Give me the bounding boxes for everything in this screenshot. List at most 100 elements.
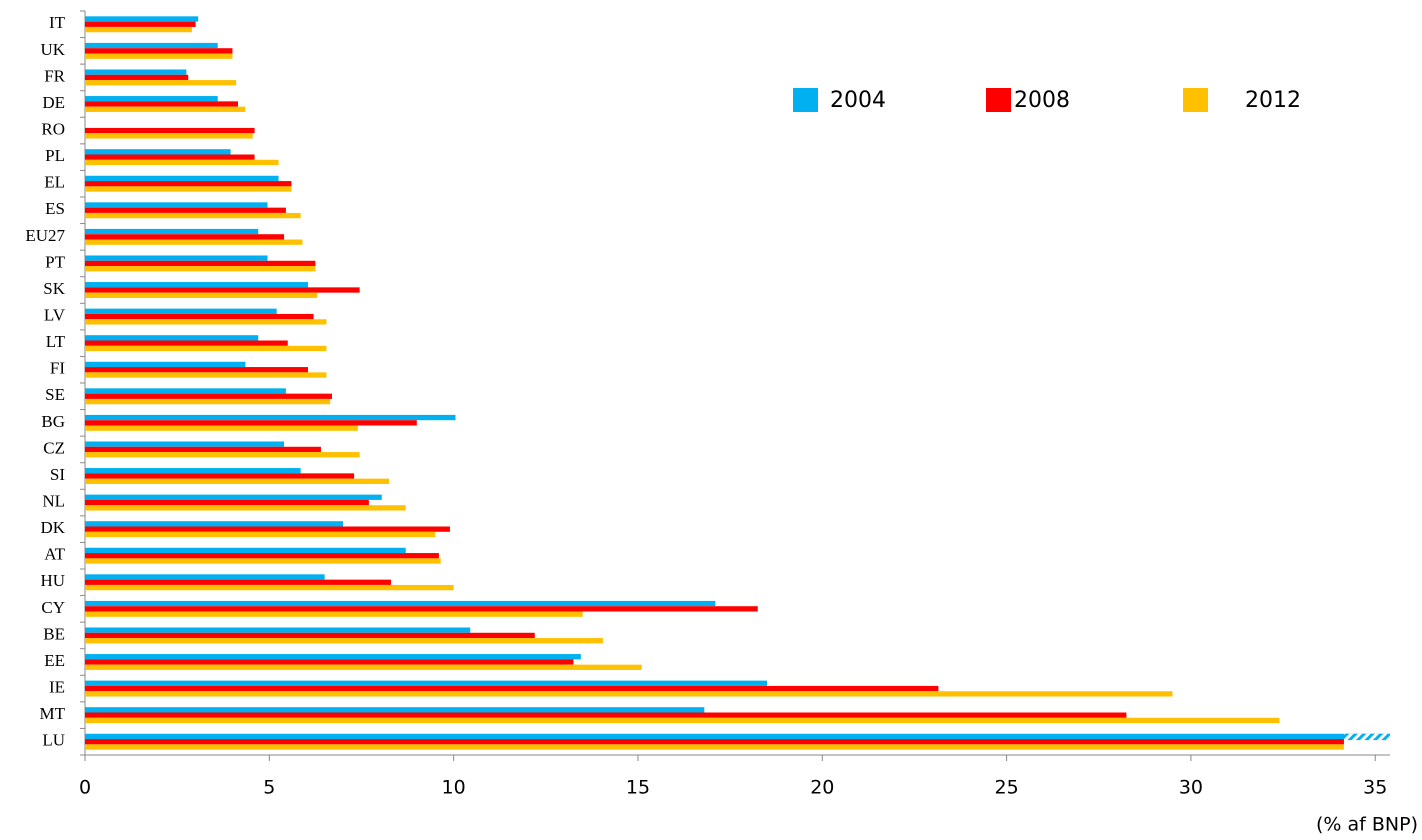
bar bbox=[85, 611, 583, 617]
bar bbox=[85, 468, 301, 474]
y-tick-label: BE bbox=[43, 624, 65, 643]
x-tick-label: 10 bbox=[442, 777, 466, 799]
bar bbox=[85, 255, 268, 261]
bar bbox=[85, 367, 309, 373]
bar bbox=[85, 638, 603, 644]
bar bbox=[85, 181, 292, 187]
y-tick-label: LV bbox=[44, 305, 66, 324]
bar bbox=[85, 287, 360, 293]
bar bbox=[85, 149, 231, 155]
y-tick-label: PT bbox=[45, 252, 65, 271]
y-tick-label: SK bbox=[43, 279, 65, 298]
y-tick-label: MT bbox=[40, 704, 66, 723]
bar bbox=[85, 106, 246, 112]
bar bbox=[85, 452, 360, 458]
bar bbox=[85, 505, 406, 511]
x-tick-label: 15 bbox=[626, 777, 650, 799]
bar bbox=[85, 202, 268, 208]
bar bbox=[85, 478, 390, 484]
legend-swatch bbox=[1183, 88, 1208, 112]
y-tick-label: FI bbox=[50, 359, 65, 378]
x-tick-label: 20 bbox=[810, 777, 834, 799]
x-tick-label: 0 bbox=[79, 777, 91, 799]
bar bbox=[85, 239, 303, 245]
bar bbox=[85, 691, 1173, 697]
bar bbox=[85, 664, 642, 670]
bar bbox=[85, 175, 279, 182]
x-tick-label: 5 bbox=[263, 777, 275, 799]
bar bbox=[85, 733, 1390, 740]
bar bbox=[85, 207, 286, 213]
bar bbox=[85, 340, 288, 346]
legend-label: 2008 bbox=[1014, 88, 1070, 113]
bar bbox=[85, 313, 314, 320]
bar bbox=[85, 26, 192, 33]
y-tick-label: NL bbox=[42, 491, 65, 510]
y-tick-label: ES bbox=[45, 199, 65, 218]
bar bbox=[85, 744, 1344, 750]
bar bbox=[85, 80, 237, 86]
bar bbox=[85, 282, 309, 288]
bar bbox=[85, 659, 574, 665]
bar bbox=[85, 266, 316, 272]
bar bbox=[85, 685, 939, 692]
bar bbox=[85, 388, 286, 394]
bar bbox=[85, 553, 439, 559]
bar bbox=[85, 16, 199, 22]
bar bbox=[85, 494, 382, 500]
bar bbox=[85, 186, 292, 192]
bar bbox=[85, 361, 246, 368]
bar bbox=[85, 521, 344, 527]
bar bbox=[85, 159, 279, 166]
y-tick-label: DE bbox=[42, 93, 65, 112]
bar bbox=[85, 526, 450, 532]
y-tick-label: UK bbox=[40, 40, 65, 59]
bar bbox=[85, 154, 255, 160]
bar bbox=[85, 372, 327, 378]
y-tick-label: LT bbox=[46, 332, 66, 351]
bar bbox=[85, 127, 255, 134]
bar bbox=[85, 473, 355, 479]
y-tick-label: IE bbox=[49, 677, 65, 696]
bar bbox=[85, 228, 259, 235]
y-tick-label: RO bbox=[41, 119, 65, 138]
bar bbox=[85, 234, 285, 240]
bar bbox=[85, 654, 581, 660]
x-tick-label: 30 bbox=[1179, 777, 1203, 799]
y-tick-label: CY bbox=[41, 598, 65, 617]
bar bbox=[85, 425, 358, 431]
bar bbox=[85, 627, 471, 633]
y-tick-label: IT bbox=[49, 13, 66, 32]
bar bbox=[85, 345, 327, 352]
bar bbox=[85, 53, 233, 59]
bar bbox=[85, 574, 325, 580]
bar bbox=[85, 717, 1280, 724]
x-tick-label: 25 bbox=[995, 777, 1019, 799]
bar bbox=[85, 69, 187, 75]
y-tick-label: EE bbox=[44, 651, 65, 670]
bar bbox=[85, 21, 196, 27]
y-tick-label: BG bbox=[41, 412, 65, 431]
bar bbox=[85, 292, 318, 298]
bar bbox=[85, 48, 233, 54]
bar bbox=[85, 680, 767, 686]
legend-label: 2012 bbox=[1245, 88, 1301, 113]
bar bbox=[85, 531, 436, 538]
bar bbox=[85, 42, 218, 49]
bar bbox=[85, 446, 321, 453]
bar bbox=[85, 260, 316, 267]
y-tick-label: LU bbox=[42, 731, 65, 750]
y-tick-label: HU bbox=[40, 571, 65, 590]
legend-swatch bbox=[986, 88, 1011, 112]
bar bbox=[85, 133, 253, 139]
bar bbox=[85, 547, 406, 554]
x-tick-label: 35 bbox=[1363, 777, 1387, 799]
bar bbox=[85, 308, 277, 314]
bar bbox=[85, 398, 331, 405]
y-tick-label: SI bbox=[50, 465, 65, 484]
bar bbox=[85, 441, 285, 447]
bar bbox=[85, 96, 218, 102]
bar bbox=[85, 606, 758, 612]
bar bbox=[85, 499, 369, 506]
